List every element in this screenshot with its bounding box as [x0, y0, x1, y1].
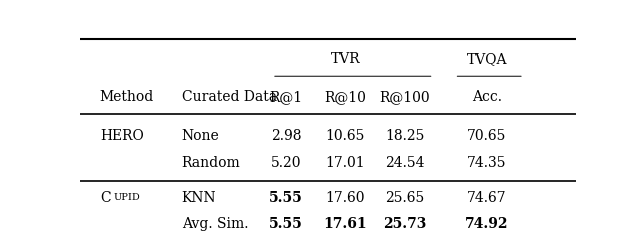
Text: Acc.: Acc.: [472, 90, 502, 104]
Text: 18.25: 18.25: [385, 129, 424, 143]
Text: 70.65: 70.65: [467, 129, 506, 143]
Text: 17.60: 17.60: [326, 191, 365, 205]
Text: C: C: [100, 191, 111, 205]
Text: 5.55: 5.55: [269, 191, 303, 205]
Text: 10.65: 10.65: [326, 129, 365, 143]
Text: R@1: R@1: [269, 90, 303, 104]
Text: 5.20: 5.20: [271, 156, 301, 170]
Text: 25.73: 25.73: [383, 217, 427, 231]
Text: 17.61: 17.61: [324, 217, 367, 231]
Text: R@100: R@100: [380, 90, 430, 104]
Text: TVQA: TVQA: [467, 52, 507, 66]
Text: Random: Random: [182, 156, 241, 170]
Text: TVR: TVR: [330, 52, 360, 66]
Text: 25.65: 25.65: [385, 191, 424, 205]
Text: Method: Method: [100, 90, 154, 104]
Text: Curated Data: Curated Data: [182, 90, 277, 104]
Text: HERO: HERO: [100, 129, 143, 143]
Text: 17.01: 17.01: [326, 156, 365, 170]
Text: UPID: UPID: [113, 193, 140, 203]
Text: 24.54: 24.54: [385, 156, 424, 170]
Text: 74.67: 74.67: [467, 191, 506, 205]
Text: 74.92: 74.92: [465, 217, 508, 231]
Text: None: None: [182, 129, 220, 143]
Text: 74.35: 74.35: [467, 156, 506, 170]
Text: 5.55: 5.55: [269, 217, 303, 231]
Text: KNN: KNN: [182, 191, 216, 205]
Text: Avg. Sim.: Avg. Sim.: [182, 217, 248, 231]
Text: 2.98: 2.98: [271, 129, 301, 143]
Text: R@10: R@10: [324, 90, 366, 104]
